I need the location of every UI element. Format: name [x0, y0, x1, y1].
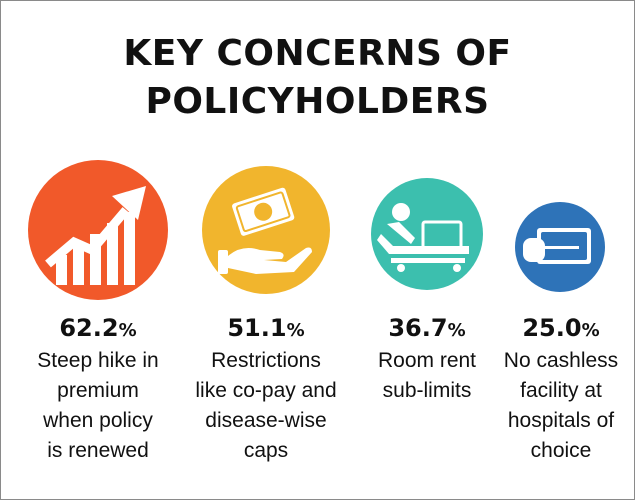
concern-item: 36.7% Room rent sub-limits [357, 313, 497, 406]
value-label: 25.0% [522, 314, 600, 342]
cash-in-hand-icon [202, 166, 330, 294]
description: Room rent sub-limits [377, 349, 477, 402]
page-title: KEY CONCERNS OF POLICYHOLDERS [0, 30, 635, 126]
description: Restrictions like co-pay and disease-wise c… [195, 349, 337, 462]
concern-item: 25.0% No cashless facility at hospitals of… [494, 313, 628, 466]
concern-item: 51.1% Restrictions like co-pay and disease… [180, 313, 352, 466]
value-label: 62.2% [59, 314, 137, 342]
value-label: 36.7% [388, 314, 466, 342]
description: No cashless facility at hospitals of choice [503, 349, 619, 462]
value-label: 51.1% [227, 314, 305, 342]
title-line-2: POLICYHOLDERS [145, 81, 490, 122]
card-in-hand-icon [515, 202, 605, 292]
hospital-bed-icon [371, 178, 483, 290]
description: Steep hike in premium when policy is renewe… [37, 349, 159, 462]
title-line-1: KEY CONCERNS OF [123, 33, 512, 74]
rising-chart-icon [28, 160, 168, 300]
concern-item: 62.2% Steep hike in premium when policy is … [18, 313, 178, 466]
